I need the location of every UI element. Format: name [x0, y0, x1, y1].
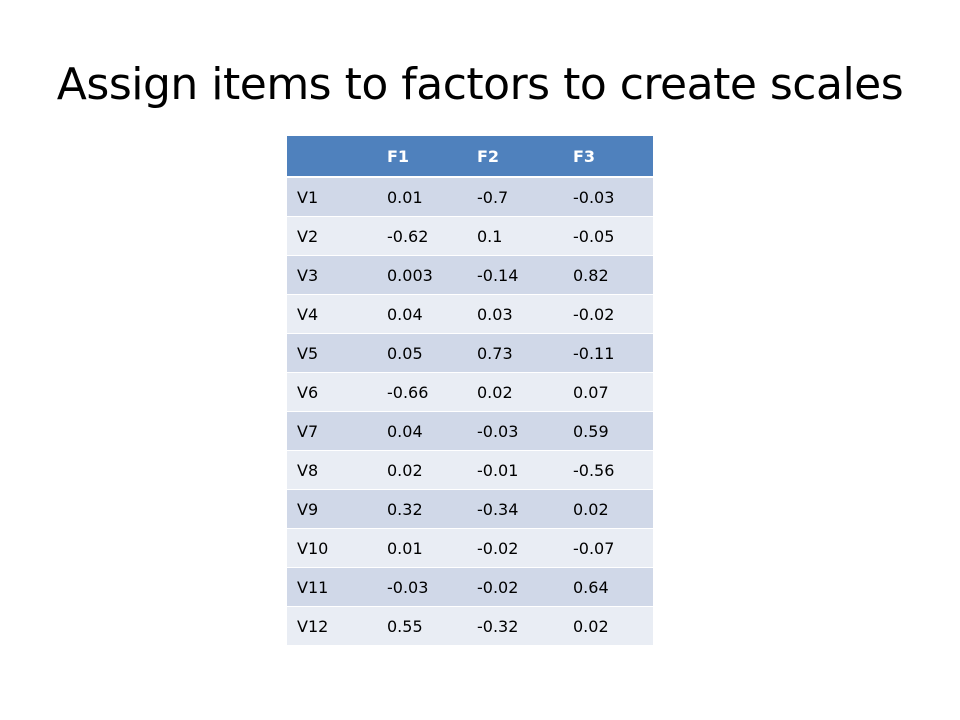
f3-cell: 0.07: [563, 372, 653, 412]
table-row: V11 -0.03 -0.02 0.64: [287, 567, 653, 607]
f1-cell: 0.32: [377, 489, 467, 529]
f3-cell: 0.02: [563, 606, 653, 646]
header-cell-f3: F3: [563, 136, 653, 178]
f1-cell: 0.003: [377, 255, 467, 295]
row-label-cell: V5: [287, 333, 377, 373]
f2-cell: -0.02: [467, 567, 563, 607]
f3-cell: 0.82: [563, 255, 653, 295]
f1-cell: 0.01: [377, 177, 467, 217]
row-label-cell: V11: [287, 567, 377, 607]
table-row: V8 0.02 -0.01 -0.56: [287, 450, 653, 490]
table-row: V12 0.55 -0.32 0.02: [287, 606, 653, 646]
row-label-cell: V3: [287, 255, 377, 295]
f2-cell: -0.34: [467, 489, 563, 529]
f1-cell: 0.04: [377, 294, 467, 334]
table-row: V1 0.01 -0.7 -0.03: [287, 177, 653, 217]
row-label-cell: V4: [287, 294, 377, 334]
table-header-row: F1 F2 F3: [287, 136, 653, 178]
f3-cell: 0.02: [563, 489, 653, 529]
header-cell-f2: F2: [467, 136, 563, 178]
f3-cell: 0.59: [563, 411, 653, 451]
f2-cell: 0.02: [467, 372, 563, 412]
header-cell-corner: [287, 136, 377, 178]
f3-cell: 0.64: [563, 567, 653, 607]
factor-loadings-table: F1 F2 F3 V1 0.01 -0.7 -0.03 V2 -0.62 0.1 -0.05 V…: [287, 136, 653, 646]
row-label-cell: V2: [287, 216, 377, 256]
slide-title: Assign items to factors to create scales: [56, 59, 904, 110]
header-cell-f1: F1: [377, 136, 467, 178]
f2-cell: 0.1: [467, 216, 563, 256]
table-row: V3 0.003 -0.14 0.82: [287, 255, 653, 295]
table-body: V1 0.01 -0.7 -0.03 V2 -0.62 0.1 -0.05 V3 0.003 -0.…: [287, 177, 653, 646]
f1-cell: -0.62: [377, 216, 467, 256]
f2-cell: -0.02: [467, 528, 563, 568]
f2-cell: -0.14: [467, 255, 563, 295]
table-row: V6 -0.66 0.02 0.07: [287, 372, 653, 412]
f3-cell: -0.02: [563, 294, 653, 334]
f1-cell: -0.03: [377, 567, 467, 607]
f2-cell: 0.73: [467, 333, 563, 373]
f3-cell: -0.03: [563, 177, 653, 217]
row-label-cell: V9: [287, 489, 377, 529]
f2-cell: -0.01: [467, 450, 563, 490]
f2-cell: 0.03: [467, 294, 563, 334]
f3-cell: -0.11: [563, 333, 653, 373]
table-row: V5 0.05 0.73 -0.11: [287, 333, 653, 373]
f1-cell: -0.66: [377, 372, 467, 412]
f2-cell: -0.7: [467, 177, 563, 217]
f1-cell: 0.04: [377, 411, 467, 451]
table-row: V9 0.32 -0.34 0.02: [287, 489, 653, 529]
row-label-cell: V12: [287, 606, 377, 646]
row-label-cell: V10: [287, 528, 377, 568]
f1-cell: 0.05: [377, 333, 467, 373]
row-label-cell: V7: [287, 411, 377, 451]
row-label-cell: V8: [287, 450, 377, 490]
table-row: V7 0.04 -0.03 0.59: [287, 411, 653, 451]
table-row: V4 0.04 0.03 -0.02: [287, 294, 653, 334]
f1-cell: 0.55: [377, 606, 467, 646]
f1-cell: 0.01: [377, 528, 467, 568]
row-label-cell: V1: [287, 177, 377, 217]
table-row: V2 -0.62 0.1 -0.05: [287, 216, 653, 256]
f3-cell: -0.56: [563, 450, 653, 490]
row-label-cell: V6: [287, 372, 377, 412]
f2-cell: -0.03: [467, 411, 563, 451]
f3-cell: -0.05: [563, 216, 653, 256]
f3-cell: -0.07: [563, 528, 653, 568]
table-row: V10 0.01 -0.02 -0.07: [287, 528, 653, 568]
f2-cell: -0.32: [467, 606, 563, 646]
f1-cell: 0.02: [377, 450, 467, 490]
